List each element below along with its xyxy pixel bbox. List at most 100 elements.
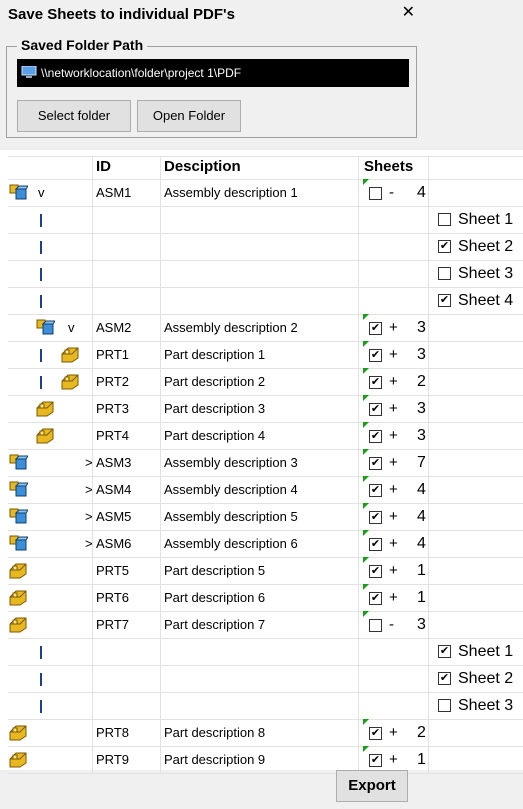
- expand-toggle[interactable]: >: [85, 455, 93, 470]
- sheets-cell[interactable]: ✔ +3: [367, 395, 433, 422]
- checked-checkbox[interactable]: ✔: [438, 294, 451, 307]
- open-folder-button[interactable]: Open Folder: [137, 100, 241, 132]
- table-row[interactable]: > ASM4 Assembly description 4 ✔ +4: [0, 476, 523, 503]
- sheet-checkbox-item[interactable]: ✔ Sheet 2: [438, 233, 523, 260]
- checked-checkbox[interactable]: ✔: [369, 592, 382, 605]
- table-row[interactable]: PRT5 Part description 5 ✔ +1: [0, 557, 523, 584]
- sheet-checkbox-item[interactable]: Sheet 1: [438, 206, 523, 233]
- sheets-cell[interactable]: ✔ +3: [367, 314, 433, 341]
- expand-sign[interactable]: +: [389, 751, 398, 768]
- sheets-cell[interactable]: ✔ +7: [367, 449, 433, 476]
- expand-sign[interactable]: +: [389, 589, 398, 606]
- part-icon: [61, 374, 79, 390]
- expand-sign[interactable]: +: [389, 373, 398, 390]
- unchecked-checkbox[interactable]: [438, 213, 451, 226]
- sheets-cell[interactable]: ✔ +1: [367, 746, 433, 773]
- row-description: Part description 3: [164, 401, 266, 416]
- grid-hline: [8, 476, 523, 477]
- checked-checkbox[interactable]: ✔: [438, 645, 451, 658]
- checked-checkbox[interactable]: ✔: [369, 349, 382, 362]
- sheets-cell[interactable]: ✔ +4: [367, 530, 433, 557]
- checked-checkbox[interactable]: ✔: [438, 240, 451, 253]
- sheet-label: Sheet 1: [458, 643, 514, 660]
- sheet-label: Sheet 2: [458, 238, 514, 255]
- expand-toggle[interactable]: >: [85, 509, 93, 524]
- checked-checkbox[interactable]: ✔: [369, 754, 382, 767]
- folder-path-field[interactable]: \\networklocation\folder\project 1\PDF: [17, 59, 409, 87]
- expand-sign[interactable]: -: [389, 184, 394, 201]
- export-button[interactable]: Export: [336, 770, 408, 802]
- checked-checkbox[interactable]: ✔: [369, 430, 382, 443]
- sheets-cell[interactable]: -3: [367, 611, 433, 638]
- unchecked-checkbox[interactable]: [369, 619, 382, 632]
- table-row[interactable]: PRT2 Part description 2 ✔ +2: [0, 368, 523, 395]
- row-id: ASM2: [96, 320, 132, 335]
- sheet-checkbox-item[interactable]: ✔ Sheet 1: [438, 638, 523, 665]
- expand-toggle[interactable]: >: [85, 536, 93, 551]
- checked-checkbox[interactable]: ✔: [369, 457, 382, 470]
- checked-checkbox[interactable]: ✔: [369, 538, 382, 551]
- sheets-cell[interactable]: ✔ +1: [367, 557, 433, 584]
- sheets-cell[interactable]: -4: [367, 179, 433, 206]
- sheets-cell[interactable]: ✔ +1: [367, 584, 433, 611]
- sheets-cell[interactable]: ✔ +3: [367, 422, 433, 449]
- table-row[interactable]: PRT1 Part description 1 ✔ +3: [0, 341, 523, 368]
- table-row[interactable]: PRT9 Part description 9 ✔ +1: [0, 746, 523, 773]
- table-row[interactable]: PRT6 Part description 6 ✔ +1: [0, 584, 523, 611]
- column-header-id[interactable]: ID: [96, 158, 111, 175]
- checked-checkbox[interactable]: ✔: [369, 484, 382, 497]
- expand-sign[interactable]: -: [389, 616, 394, 633]
- row-description: Assembly description 6: [164, 536, 298, 551]
- expand-sign[interactable]: +: [389, 535, 398, 552]
- sheet-checkbox-item[interactable]: ✔ Sheet 2: [438, 665, 523, 692]
- tree-line: [40, 376, 42, 389]
- sheets-cell[interactable]: ✔ +4: [367, 476, 433, 503]
- expand-sign[interactable]: +: [389, 346, 398, 363]
- checked-checkbox[interactable]: ✔: [369, 376, 382, 389]
- sheet-checkbox-item[interactable]: Sheet 3: [438, 692, 523, 719]
- grid-vline: [92, 156, 93, 773]
- sheets-cell[interactable]: ✔ +4: [367, 503, 433, 530]
- sheet-count: 2: [417, 373, 426, 390]
- checked-checkbox[interactable]: ✔: [369, 565, 382, 578]
- checked-checkbox[interactable]: ✔: [369, 322, 382, 335]
- expand-sign[interactable]: +: [389, 508, 398, 525]
- expand-sign[interactable]: +: [389, 562, 398, 579]
- column-header-description[interactable]: Desciption: [164, 158, 241, 175]
- expand-sign[interactable]: +: [389, 319, 398, 336]
- expand-toggle[interactable]: v: [38, 185, 45, 200]
- expand-toggle[interactable]: >: [85, 482, 93, 497]
- table-row[interactable]: > ASM3 Assembly description 3 ✔ +7: [0, 449, 523, 476]
- sheet-checkbox-item[interactable]: ✔ Sheet 4: [438, 287, 523, 314]
- unchecked-checkbox[interactable]: [438, 267, 451, 280]
- table-row[interactable]: PRT4 Part description 4 ✔ +3: [0, 422, 523, 449]
- sheets-cell[interactable]: ✔ +2: [367, 368, 433, 395]
- sheets-cell[interactable]: ✔ +3: [367, 341, 433, 368]
- grid-hline: [8, 156, 523, 157]
- table-row[interactable]: PRT8 Part description 8 ✔ +2: [0, 719, 523, 746]
- expand-toggle[interactable]: v: [68, 320, 75, 335]
- unchecked-checkbox[interactable]: [369, 187, 382, 200]
- checked-checkbox[interactable]: ✔: [438, 672, 451, 685]
- expand-sign[interactable]: +: [389, 454, 398, 471]
- close-icon[interactable]: ✕: [401, 4, 415, 21]
- table-row[interactable]: PRT3 Part description 3 ✔ +3: [0, 395, 523, 422]
- checked-checkbox[interactable]: ✔: [369, 403, 382, 416]
- select-folder-button[interactable]: Select folder: [17, 100, 131, 132]
- expand-sign[interactable]: +: [389, 427, 398, 444]
- sheet-count: 2: [417, 724, 426, 741]
- unchecked-checkbox[interactable]: [438, 699, 451, 712]
- table-row[interactable]: > ASM5 Assembly description 5 ✔ +4: [0, 503, 523, 530]
- checked-checkbox[interactable]: ✔: [369, 511, 382, 524]
- column-header-sheets[interactable]: Sheets: [364, 158, 414, 175]
- sheets-cell[interactable]: ✔ +2: [367, 719, 433, 746]
- table-row[interactable]: PRT7 Part description 7-3: [0, 611, 523, 638]
- table-row[interactable]: v ASM1 Assembly description 1-4: [0, 179, 523, 206]
- checked-checkbox[interactable]: ✔: [369, 727, 382, 740]
- table-row[interactable]: > ASM6 Assembly description 6 ✔ +4: [0, 530, 523, 557]
- sheet-checkbox-item[interactable]: Sheet 3: [438, 260, 523, 287]
- expand-sign[interactable]: +: [389, 724, 398, 741]
- expand-sign[interactable]: +: [389, 400, 398, 417]
- expand-sign[interactable]: +: [389, 481, 398, 498]
- table-row[interactable]: v ASM2 Assembly description 2 ✔ +3: [0, 314, 523, 341]
